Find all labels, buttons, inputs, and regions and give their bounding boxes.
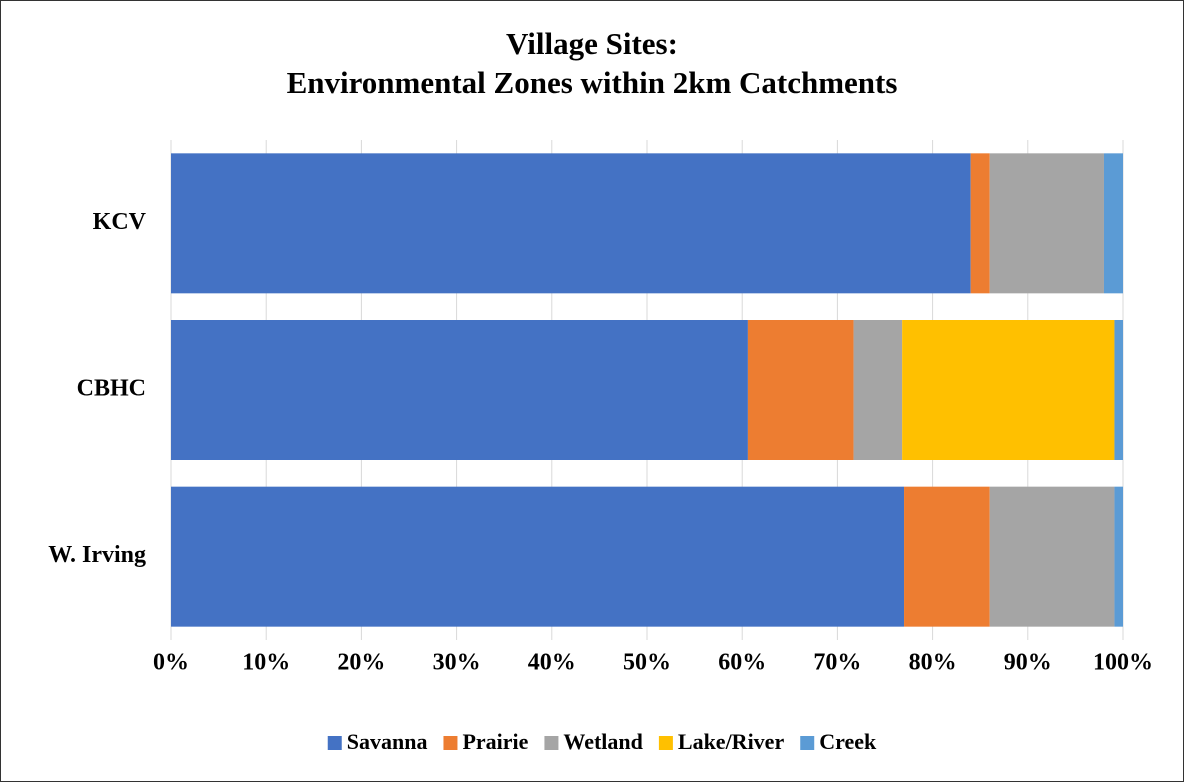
x-tick-label: 10% [242, 650, 290, 676]
x-tick-label: 20% [337, 650, 385, 676]
bar-segment [853, 320, 903, 460]
y-tick-label: CBHC [77, 376, 146, 402]
x-tick-label: 50% [623, 650, 671, 676]
legend: Savanna Prairie Wetland Lake/River Creek [327, 729, 877, 754]
legend-label: Creek [819, 729, 877, 754]
legend-label: Lake/River [678, 729, 785, 754]
bar-segment [970, 153, 990, 294]
x-tick-label: 30% [433, 650, 481, 676]
x-tick-label: 70% [813, 650, 861, 676]
legend-label: Wetland [563, 729, 642, 754]
x-tick-label: 60% [718, 650, 766, 676]
legend-label: Prairie [462, 729, 528, 754]
bar-segment [1103, 153, 1123, 294]
bar-segment [1114, 320, 1123, 460]
bar-segment [171, 153, 971, 294]
legend-swatch [658, 736, 673, 750]
x-tick-label: 80% [909, 650, 957, 676]
x-tick-label: 40% [528, 650, 576, 676]
bar-segment [904, 486, 990, 627]
legend-swatch [544, 736, 559, 750]
bar-segment [989, 486, 1115, 627]
x-tick-label: 90% [1004, 650, 1052, 676]
bar-segment [171, 320, 748, 460]
bar-segment [902, 320, 1115, 460]
bar-segment [747, 320, 854, 460]
legend-label: Savanna [347, 729, 428, 754]
x-tick-label: 0% [153, 650, 189, 676]
chart-title: Environmental Zones within 2km Catchment… [287, 65, 898, 100]
legend-swatch [800, 736, 815, 750]
x-tick-label: 100% [1093, 650, 1153, 676]
y-tick-label: KCV [93, 209, 147, 235]
bar-segment [1114, 486, 1123, 627]
legend-swatch [443, 736, 458, 750]
bar-segment [171, 486, 905, 627]
bar-segment [989, 153, 1104, 294]
chart-title: Village Sites: [506, 26, 678, 61]
legend-swatch [327, 736, 342, 750]
y-tick-label: W. Irving [48, 542, 146, 568]
